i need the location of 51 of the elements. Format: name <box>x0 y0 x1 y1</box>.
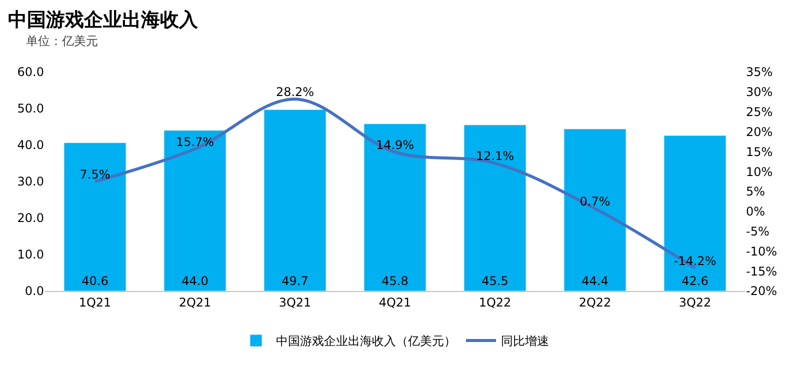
y2-tick-label: 10% <box>746 164 773 179</box>
data-label: 0.7% <box>580 194 610 209</box>
legend-label: 中国游戏企业出海收入（亿美元） <box>276 334 456 348</box>
x-tick-label: 2Q22 <box>578 295 612 310</box>
x-tick-label: 2Q21 <box>178 295 212 310</box>
y-tick-label: 40.0 <box>17 138 44 152</box>
y-tick-label: 30.0 <box>17 174 44 189</box>
bar <box>364 124 426 291</box>
y-tick-label: 10.0 <box>17 248 44 262</box>
data-label: 42.6 <box>682 274 708 288</box>
bar <box>564 128 626 291</box>
x-tick-label: 1Q22 <box>478 295 512 310</box>
x-tick-label: 3Q21 <box>278 295 312 310</box>
y2-tick-label: 20% <box>746 124 773 139</box>
y-tick-label: 50.0 <box>17 102 44 116</box>
bar <box>164 130 226 291</box>
y2-tick-label: 30% <box>746 85 773 100</box>
data-label: -14.2% <box>674 254 716 268</box>
data-label: 44.0 <box>182 274 208 288</box>
legend-label: 同比增速 <box>501 334 549 348</box>
bar <box>464 124 526 291</box>
data-label: 45.5 <box>482 274 508 288</box>
bar <box>64 142 126 291</box>
chart-subtitle: 单位：亿美元 <box>26 34 98 48</box>
y2-tick-label: 35% <box>746 65 773 80</box>
y2-tick-label: -15% <box>746 264 778 278</box>
data-label: 7.5% <box>80 168 110 182</box>
data-label: 14.9% <box>376 138 414 152</box>
data-label: 49.7 <box>282 274 308 288</box>
y2-tick-label: 5% <box>746 184 766 199</box>
bar <box>664 135 726 291</box>
y-tick-label: 0.0 <box>24 284 44 298</box>
y-tick-label: 20.0 <box>17 211 44 226</box>
x-tick-label: 1Q21 <box>78 295 112 310</box>
chart-title: 中国游戏企业出海收入 <box>8 9 199 32</box>
y2-tick-label: -5% <box>746 224 770 238</box>
data-label: 40.6 <box>82 274 108 288</box>
bar <box>264 109 326 291</box>
y2-tick-label: 15% <box>746 144 773 159</box>
data-label: 44.4 <box>582 274 608 288</box>
y2-tick-label: -20% <box>746 284 778 298</box>
y2-tick-label: 0% <box>746 204 766 219</box>
x-tick-label: 4Q21 <box>378 295 412 310</box>
x-tick-label: 3Q22 <box>678 295 712 310</box>
data-label: 28.2% <box>276 85 314 100</box>
data-label: 15.7% <box>176 134 214 149</box>
data-label: 12.1% <box>476 149 514 164</box>
y2-tick-label: -10% <box>746 244 778 258</box>
y-tick-label: 60.0 <box>17 65 44 80</box>
y2-tick-label: 25% <box>746 105 773 120</box>
data-label: 45.8 <box>382 274 408 288</box>
